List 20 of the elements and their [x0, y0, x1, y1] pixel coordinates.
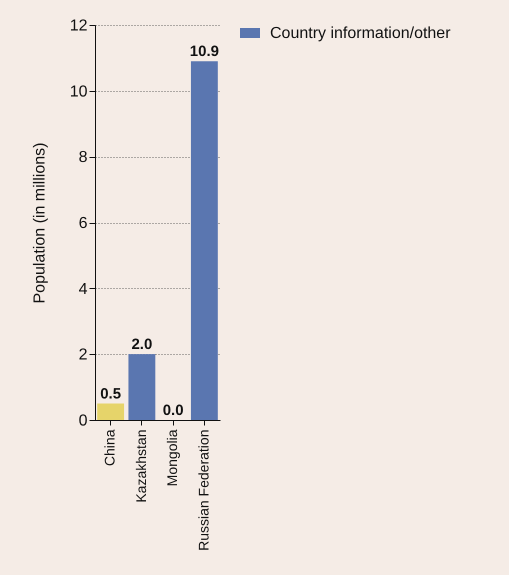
bar [128, 354, 156, 420]
legend-label: Country information/other [270, 25, 452, 42]
y-tick-label: 2 [78, 346, 88, 364]
y-tick-label: 10 [70, 83, 88, 100]
x-tick-label: Mongolia [164, 429, 180, 486]
bar [190, 61, 218, 420]
y-tick-label: 6 [78, 215, 88, 232]
y-tick-label: 0 [78, 412, 88, 430]
data-label: 0.0 [162, 402, 184, 419]
x-tick-label: Russian Federation [195, 430, 212, 551]
y-tick-label: 12 [70, 18, 88, 34]
y-axis-title: Population (in millions) [32, 142, 49, 304]
data-label: 10.9 [190, 43, 219, 60]
y-tick-label: 4 [78, 280, 88, 298]
x-tick-label: Kazakhstan [132, 430, 149, 503]
x-tick-label: China [102, 429, 118, 466]
data-label: 2.0 [131, 336, 152, 354]
bar [97, 404, 124, 420]
data-label: 0.5 [100, 386, 122, 403]
y-tick-label: 8 [78, 149, 88, 166]
